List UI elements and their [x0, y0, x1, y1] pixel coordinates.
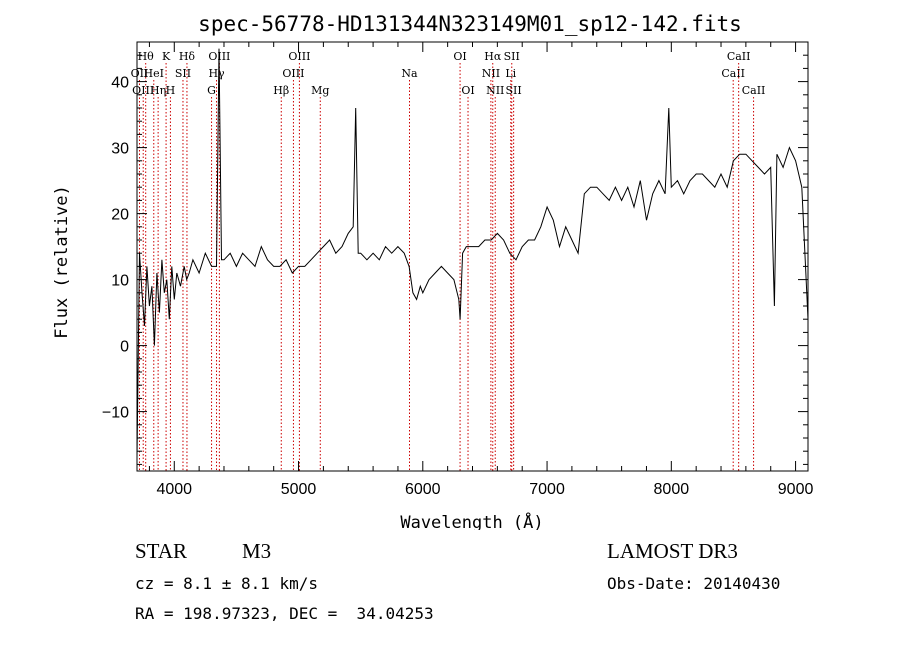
survey-name: LAMOST DR3: [607, 539, 738, 563]
marker-label-3: HeI: [144, 67, 164, 80]
marker-label-23: SII: [504, 50, 520, 63]
marker-label-21: NII: [486, 84, 504, 97]
marker-label-20: Hα: [484, 50, 502, 63]
x-tick-label-4: 8000: [654, 481, 690, 498]
marker-label-27: CaII: [742, 84, 766, 97]
y-tick-label-3: 20: [111, 207, 129, 224]
x-tick-label-1: 5000: [281, 481, 317, 498]
spectrum-chart: spec-56778-HD131344N323149M01_sp12-142.f…: [52, 12, 814, 530]
spectrum-line: [136, 48, 809, 458]
redshift-cz: cz = 8.1 ± 8.1 km/s: [135, 574, 319, 593]
x-axis-label: Wavelength (Å): [400, 511, 543, 530]
marker-label-2: Hθ: [138, 50, 155, 63]
marker-label-25: CaII: [721, 67, 745, 80]
marker-label-18: OI: [461, 84, 474, 97]
marker-label-5: K: [162, 50, 171, 63]
ra-dec: RA = 198.97323, DEC = 34.04253: [135, 604, 434, 623]
y-axis-label: Flux (relative): [52, 185, 72, 339]
marker-label-9: G: [207, 84, 216, 97]
x-tick-label-5: 9000: [778, 481, 814, 498]
x-tick-label-0: 4000: [156, 481, 192, 498]
marker-label-4: Hη: [150, 84, 166, 97]
y-tick-label-0: −10: [102, 405, 129, 422]
y-tick-label-4: 30: [111, 141, 129, 158]
x-tick-label-3: 7000: [529, 481, 565, 498]
marker-label-1: OIII: [132, 84, 154, 97]
object-subclass: M3: [242, 539, 272, 563]
marker-label-22: Li: [505, 67, 516, 80]
marker-label-7: SII: [175, 67, 191, 80]
marker-label-17: OI: [453, 50, 466, 63]
axis-ticks: 4000 5000 6000 7000 8000 9000 −10 0 10 20 30 40: [102, 41, 814, 498]
y-tick-label-1: 0: [120, 339, 129, 356]
marker-label-8: Hδ: [179, 50, 196, 63]
marker-label-24: SII: [506, 84, 522, 97]
chart-title: spec-56778-HD131344N323149M01_sp12-142.f…: [198, 12, 742, 36]
marker-label-26: CaII: [727, 50, 751, 63]
y-tick-label-5: 40: [111, 75, 129, 92]
marker-label-10: Hγ: [208, 67, 225, 80]
line-markers: OIIOIIIHθHeIHηKHSIIHδGHγOIIIHβOIIIOIIIMg…: [131, 50, 766, 471]
marker-label-12: Hβ: [273, 84, 289, 97]
observation-date: Obs-Date: 20140430: [607, 574, 781, 593]
marker-label-0: OII: [131, 67, 149, 80]
marker-label-19: NII: [482, 67, 500, 80]
object-class: STAR: [135, 539, 187, 563]
y-tick-label-2: 10: [111, 273, 129, 290]
marker-label-16: Na: [401, 67, 418, 80]
marker-label-15: Mg: [311, 84, 329, 97]
x-tick-label-2: 6000: [405, 481, 441, 498]
plot-frame: [136, 41, 809, 472]
marker-label-14: OIII: [288, 50, 310, 63]
marker-label-13: OIII: [282, 67, 304, 80]
spectrum-series: [136, 48, 809, 458]
marker-label-6: H: [166, 84, 176, 97]
